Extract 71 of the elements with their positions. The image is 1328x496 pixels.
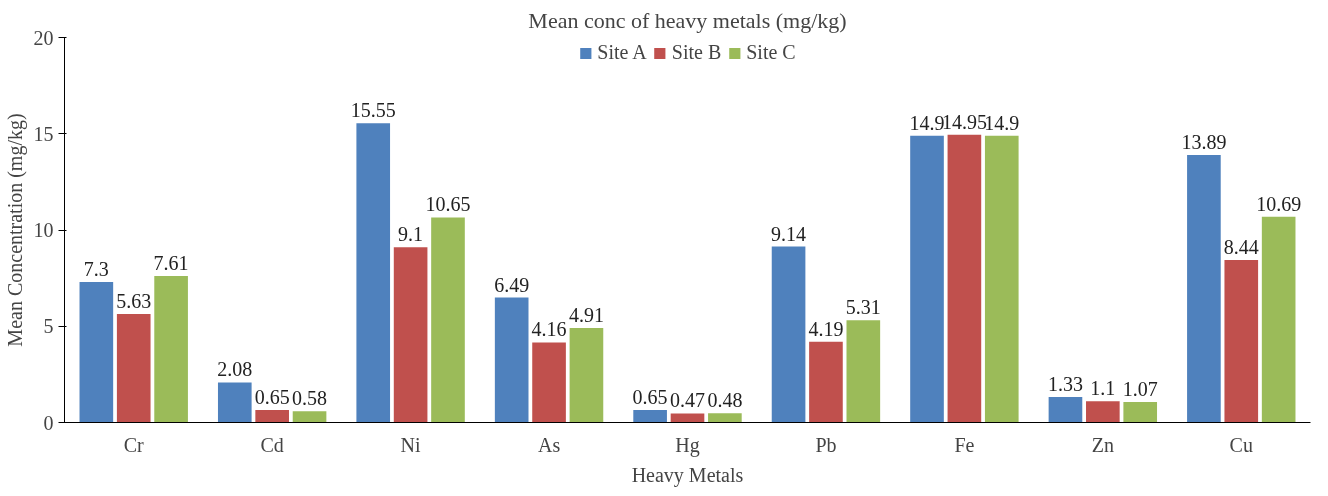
bar [79,281,114,423]
bar [255,409,289,423]
bar [1224,260,1259,423]
data-label: 9.1 [398,223,424,246]
bar [633,409,667,423]
bar [154,276,188,423]
x-tick-label: As [537,433,561,456]
y-tick-label: 5 [43,315,54,338]
bar [356,123,391,423]
y-tick-label: 0 [43,411,54,434]
bar [431,217,465,423]
bar [292,411,327,423]
legend-label: Site C [746,41,796,64]
bar [393,247,428,423]
bar [217,382,252,423]
y-tick-label: 20 [33,26,54,49]
data-label: 0.65 [254,385,290,408]
data-label: 0.48 [707,389,743,412]
data-label: 0.47 [670,389,705,412]
bar [708,413,742,423]
x-tick-label: Cu [1229,433,1253,456]
data-label: 1.07 [1122,377,1158,400]
bar [569,327,604,423]
x-tick-label: Fe [954,433,975,456]
data-label: 7.61 [153,252,189,275]
bar [670,413,705,423]
data-label: 5.63 [116,290,152,313]
legend-label: Site A [597,41,647,64]
data-label: 4.91 [568,303,604,326]
bar [947,134,982,423]
bar [532,342,566,423]
bar [771,246,806,423]
y-tick-label: 15 [33,122,54,145]
bar [1187,155,1221,423]
x-tick-label: Ni [400,433,422,456]
data-label: 9.14 [771,222,807,245]
data-label: 13.89 [1181,131,1227,154]
bar [494,297,529,423]
bar [910,135,944,423]
data-label: 7.3 [83,257,109,280]
chart-title: Mean conc of heavy metals (mg/kg) [528,7,847,33]
x-axis-title: Heavy Metals [631,463,744,487]
x-tick-label: Cr [123,433,145,456]
data-label: 1.33 [1047,372,1083,395]
bar [116,314,151,423]
data-label: 4.16 [531,318,567,341]
bar [1086,401,1120,423]
bar [1123,401,1158,423]
data-label: 6.49 [494,273,530,296]
x-tick-label: Zn [1091,433,1114,456]
data-label: 10.69 [1256,192,1302,215]
data-label: 0.58 [292,387,328,410]
x-tick-label: Pb [815,433,837,456]
bar [1261,216,1296,423]
y-axis-title: Mean Concentration (mg/kg) [3,113,27,347]
data-label: 0.65 [632,385,668,408]
x-tick-label: Cd [260,433,284,456]
data-label: 10.65 [425,193,471,216]
y-tick-label: 10 [33,219,54,241]
data-label: 8.44 [1223,236,1259,259]
data-label: 5.31 [845,296,881,319]
x-tick-label: Hg [675,433,700,457]
data-label: 2.08 [217,358,253,381]
bar [1048,396,1083,423]
data-label: 1.1 [1090,377,1116,400]
bar [846,320,881,423]
data-label: 4.19 [808,317,844,340]
data-label: 15.55 [350,99,396,122]
bar [809,341,843,423]
bar [984,135,1019,423]
legend-label: Site B [671,41,722,64]
